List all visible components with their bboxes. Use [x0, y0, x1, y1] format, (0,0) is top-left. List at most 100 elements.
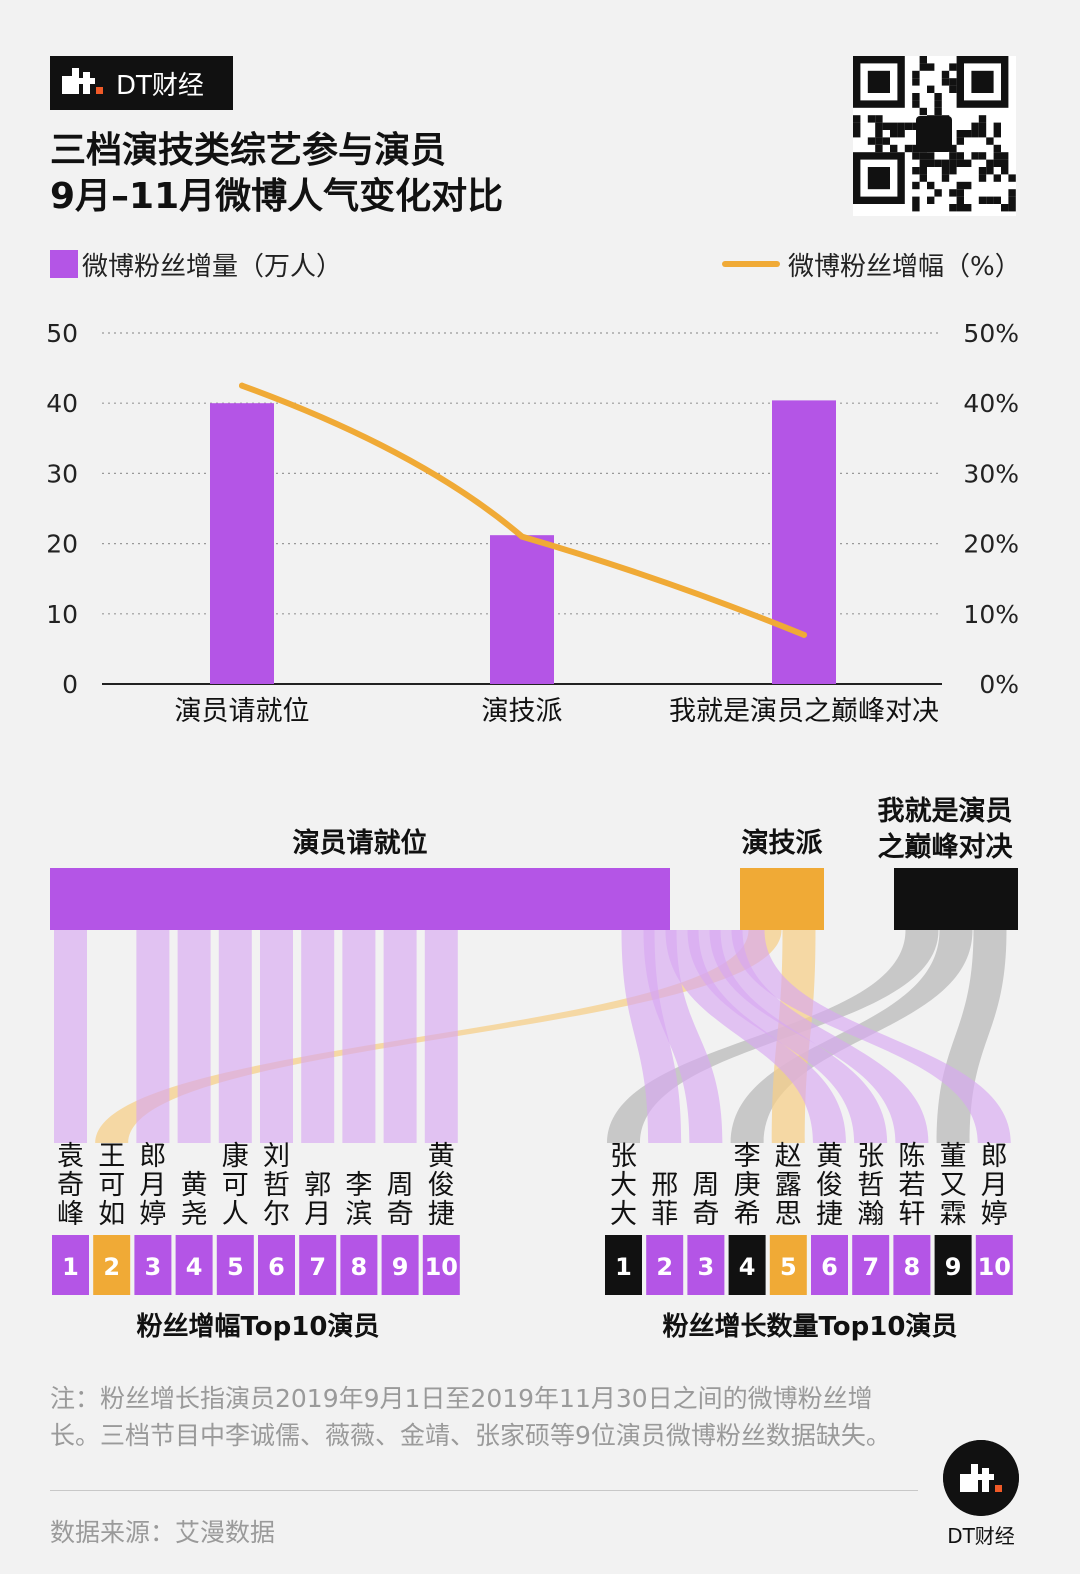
title-line-1: 三档演技类综艺参与演员: [50, 130, 447, 171]
flow-band: [260, 930, 293, 1143]
qr-module: [978, 167, 987, 175]
qr-module: [867, 115, 876, 123]
qr-module: [978, 115, 987, 123]
flow-band: [424, 930, 458, 1143]
actor-name-char: 菲: [651, 1199, 678, 1230]
qr-module: [853, 122, 861, 130]
rank-box: [93, 1235, 131, 1295]
actor-name-char: 大: [610, 1199, 637, 1230]
bar-legend-swatch: [50, 250, 78, 278]
qr-module: [897, 122, 905, 130]
rank-number: 4: [739, 1253, 756, 1281]
qr-module: [941, 78, 950, 86]
qr-module: [956, 159, 964, 167]
title-line-2: 9月–11月微博人气变化对比: [50, 176, 504, 217]
line-legend-swatch: [722, 261, 780, 267]
qr-module: [867, 137, 876, 145]
actor-name-char: 峰: [57, 1199, 84, 1230]
qr-module: [934, 159, 942, 167]
qr-module: [964, 130, 972, 138]
qr-module: [890, 144, 898, 153]
dt-corner-logo-icon: [943, 1440, 1019, 1516]
data-source: 数据来源：艾漫数据: [50, 1518, 276, 1547]
qr-module: [978, 152, 987, 160]
rank-box: [258, 1235, 295, 1295]
actor-name-char: 黄: [181, 1170, 208, 1201]
x-tick-label: 演技派: [482, 696, 563, 727]
qr-module: [993, 174, 1001, 182]
rank-box: [769, 1235, 807, 1295]
actor-name-char: 赵: [775, 1141, 802, 1172]
actor-name-char: 月: [139, 1170, 166, 1201]
actor-name-char: 哲: [857, 1170, 884, 1201]
qr-module: [927, 152, 935, 160]
qr-module: [875, 122, 883, 130]
rank-box: [134, 1235, 172, 1295]
rank-number: 7: [862, 1253, 879, 1281]
qr-module: [949, 204, 957, 212]
actor-name-char: 康: [222, 1141, 249, 1172]
qr-module: [853, 130, 861, 138]
qr-module: [1001, 204, 1009, 212]
qr-module: [971, 130, 979, 138]
actor-name-char: 邢: [651, 1170, 678, 1201]
qr-module: [890, 130, 898, 138]
actor-name-char: 可: [98, 1170, 125, 1201]
flow-band: [643, 930, 723, 1143]
qr-module: [912, 181, 920, 190]
rank-number: 5: [780, 1253, 797, 1281]
qr-module: [986, 137, 994, 145]
actor-flow-chart: 演员请就位 演技派我就是演员之巅峰对决1袁奇峰2王可如3郎月婷4黄尧5康可人6刘哲…: [50, 795, 1018, 1342]
qr-module: [956, 181, 964, 190]
qr-module: [927, 85, 935, 93]
y-right-tick-label: 30%: [963, 459, 1019, 488]
y-right-tick-label: 50%: [963, 319, 1019, 348]
y-right-tick-label: 0%: [979, 670, 1019, 699]
rank-box: [975, 1235, 1013, 1295]
qr-module: [949, 144, 957, 153]
actor-name-char: 郎: [981, 1141, 1008, 1172]
qr-module: [971, 122, 979, 130]
qr-module: [919, 107, 927, 116]
rank-box: [687, 1235, 725, 1295]
actor-name-char: 尧: [181, 1199, 208, 1230]
qr-module: [934, 107, 942, 116]
qr-module: [912, 152, 920, 160]
actor-name-char: 滨: [345, 1199, 372, 1230]
actor-name-char: 哲: [263, 1170, 290, 1201]
rank-box: [381, 1235, 419, 1295]
qr-module: [956, 130, 964, 138]
actor-name-char: 郭: [304, 1170, 331, 1201]
qr-module: [1001, 159, 1009, 167]
qr-module: [956, 189, 964, 197]
flow-band: [709, 930, 929, 1143]
qr-module: [934, 93, 942, 101]
rank-number: 8: [351, 1253, 368, 1281]
qr-module: [949, 78, 957, 86]
qr-module: [971, 152, 979, 160]
qr-module: [978, 122, 987, 130]
actor-name-char: 可: [222, 1170, 249, 1201]
qr-finder-core: [867, 167, 890, 190]
actor-name-char: 捷: [816, 1199, 843, 1230]
qr-module: [949, 152, 957, 160]
qr-module: [949, 159, 957, 167]
qr-module: [986, 196, 994, 204]
qr-module: [919, 152, 927, 160]
qr-module: [941, 174, 950, 182]
footnote: 注：粉丝增长指演员2019年9月1日至2019年11月30日之间的微博粉丝增长。…: [50, 1384, 891, 1450]
qr-module: [882, 122, 890, 130]
y-left-tick-label: 40: [46, 389, 78, 418]
page-title: 三档演技类综艺参与演员 9月–11月微博人气变化对比: [50, 128, 503, 220]
bar: [210, 403, 274, 684]
rank-box: [852, 1235, 890, 1295]
qr-finder-core: [971, 70, 994, 93]
flow-band: [136, 930, 170, 1143]
qr-module: [964, 181, 972, 190]
actor-name-char: 陈: [898, 1141, 925, 1172]
qr-module: [1001, 167, 1009, 175]
qr-module: [875, 137, 883, 145]
qr-module: [978, 130, 987, 138]
actor-name-char: 张: [610, 1141, 637, 1172]
actor-name-char: 奇: [387, 1199, 414, 1230]
